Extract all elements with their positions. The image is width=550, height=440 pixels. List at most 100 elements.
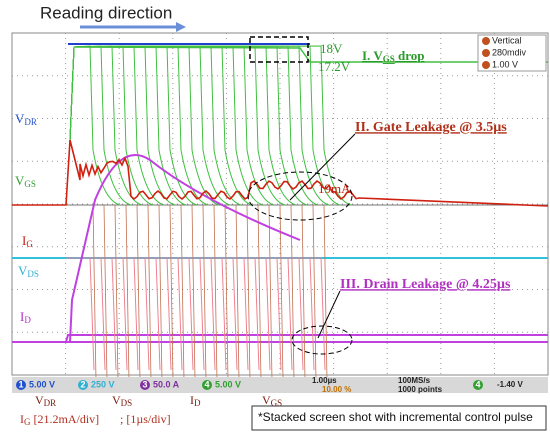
channel-scale: 250 V bbox=[91, 379, 115, 389]
vgs-pulse bbox=[69, 45, 242, 206]
ig-pulse bbox=[246, 204, 251, 381]
vgs-pulse bbox=[69, 45, 341, 206]
label-base: V bbox=[35, 393, 44, 407]
channel-id: 4 bbox=[204, 379, 209, 389]
vgs-pulse bbox=[69, 45, 319, 206]
channel-scale: 5.00 V bbox=[215, 379, 241, 389]
trace-label: VGS bbox=[15, 173, 36, 189]
label-sub: GS bbox=[271, 398, 283, 408]
ig-pulse bbox=[312, 204, 317, 381]
ig-pulse bbox=[158, 204, 163, 381]
pointer bbox=[289, 133, 356, 201]
scope-setting: 1000 points bbox=[398, 385, 443, 394]
bottom-label: ID bbox=[190, 393, 201, 408]
v-high: 18V bbox=[320, 41, 343, 56]
vgs-pulse bbox=[69, 45, 121, 206]
ig-pulse bbox=[202, 204, 207, 381]
ig-pulse bbox=[92, 204, 97, 381]
vgs-pulse bbox=[69, 45, 231, 206]
pointer bbox=[317, 290, 341, 339]
trace-label: ID bbox=[20, 309, 31, 325]
label-base: V bbox=[112, 393, 121, 407]
vgs-pulse bbox=[69, 45, 176, 206]
label-base: I bbox=[20, 309, 24, 324]
vgs-pulse bbox=[69, 45, 308, 206]
trigger-ch: 4 bbox=[475, 379, 480, 389]
ig-pulse bbox=[191, 204, 196, 381]
gate-leakage: II. Gate Leakage @ 3.5µs bbox=[355, 120, 507, 135]
bottom-label: VDR bbox=[35, 393, 56, 408]
vgs-pulse bbox=[69, 45, 330, 206]
vgs-pulse bbox=[69, 45, 165, 206]
vgs-pulse bbox=[69, 45, 275, 206]
current-peak: 19mA bbox=[318, 181, 351, 196]
ig-pulse bbox=[257, 204, 262, 381]
channel-scale: 50.0 A bbox=[153, 379, 180, 389]
label-base: I bbox=[22, 233, 26, 248]
vgs-pulse bbox=[69, 45, 352, 206]
label-sub: DS bbox=[27, 269, 39, 279]
vgs-pulse bbox=[69, 45, 132, 206]
vgs-pulse bbox=[69, 45, 264, 206]
vgs-drop: I. VGS drop bbox=[362, 48, 424, 64]
vgs-pulse bbox=[69, 45, 253, 206]
time-note: ; [1µs/div] bbox=[120, 412, 171, 426]
label-sub: DR bbox=[44, 398, 57, 408]
scope-setting: 100MS/s bbox=[398, 376, 431, 385]
ig-pulse bbox=[125, 204, 130, 381]
vgs-pulse bbox=[69, 45, 187, 206]
vgs-pulse bbox=[69, 45, 286, 206]
ig-pulse bbox=[213, 204, 218, 381]
label-sub: DR bbox=[24, 117, 37, 127]
channel-id: 2 bbox=[80, 379, 85, 389]
label-base: V bbox=[262, 393, 271, 407]
arrow-head bbox=[176, 22, 186, 32]
ig-pulse bbox=[301, 204, 306, 381]
ig-pulse bbox=[323, 204, 328, 381]
ig-pulse bbox=[114, 204, 119, 381]
channel-scale: 5.00 V bbox=[29, 379, 55, 389]
drain-leakage: III. Drain Leakage @ 4.25µs bbox=[340, 277, 511, 292]
ig-pulse bbox=[235, 204, 240, 381]
waveforms bbox=[12, 43, 549, 381]
ig-pulse bbox=[268, 204, 273, 381]
scope-setting: 10.00 % bbox=[322, 385, 351, 394]
vgs-pulse bbox=[69, 45, 154, 206]
ig-pulse bbox=[224, 204, 229, 381]
footnote-box bbox=[251, 405, 547, 431]
id-pulse bbox=[69, 154, 301, 343]
channel-badge bbox=[16, 380, 26, 390]
ig-pulse bbox=[180, 204, 185, 381]
trace-label: IG bbox=[22, 233, 33, 249]
scale-note: IG [21.2mA/div] bbox=[20, 412, 99, 427]
label-sub: D bbox=[24, 315, 31, 325]
vgs-top bbox=[74, 46, 548, 63]
ig-trace bbox=[12, 139, 549, 207]
v-low: 17.2V bbox=[318, 59, 351, 74]
channel-badge bbox=[78, 380, 88, 390]
vgs-pulse bbox=[69, 45, 209, 206]
ig-pulse bbox=[147, 204, 152, 381]
scope-setting: 1.00µs bbox=[312, 376, 337, 385]
math-label: Vertical bbox=[492, 35, 522, 45]
channel-id: 1 bbox=[18, 379, 23, 389]
reading-direction: Reading direction bbox=[40, 3, 172, 22]
vgs-pulse bbox=[69, 45, 297, 206]
label-sub: GS bbox=[24, 179, 36, 189]
drain-ellipse bbox=[291, 325, 353, 355]
ig-pulse bbox=[290, 204, 295, 381]
scope-setting: -1.40 V bbox=[497, 380, 523, 389]
channel-badge bbox=[202, 380, 212, 390]
channel-badge bbox=[140, 380, 150, 390]
trace-label: VDS bbox=[18, 263, 39, 279]
trigger-badge bbox=[473, 380, 483, 390]
label-base: V bbox=[15, 173, 25, 188]
leak-ellipse bbox=[247, 171, 353, 221]
label-base: V bbox=[18, 263, 28, 278]
channel-id: 3 bbox=[142, 379, 147, 389]
ig-pulse bbox=[279, 204, 284, 381]
dashed-box bbox=[249, 36, 309, 63]
vgs-pulse bbox=[69, 45, 143, 206]
